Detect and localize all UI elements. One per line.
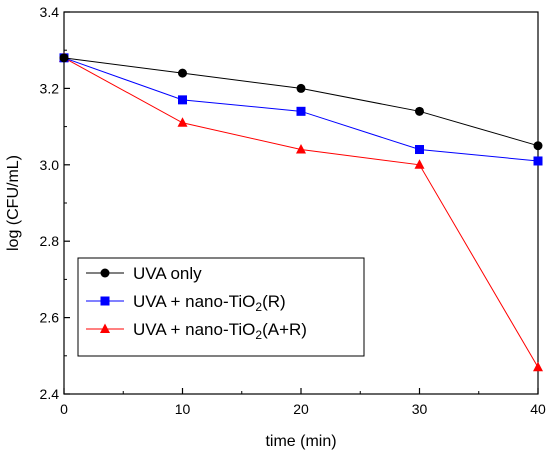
legend-item: UVA + nano-TiO2(R) — [86, 292, 286, 314]
legend-marker — [100, 268, 110, 278]
legend-item: UVA only — [86, 264, 202, 283]
data-point — [533, 361, 543, 372]
x-tick-label: 20 — [293, 401, 309, 417]
legend-text-part: UVA only — [133, 264, 202, 283]
data-point — [178, 68, 187, 78]
series-line — [63, 57, 539, 147]
data-point — [415, 145, 424, 155]
y-tick-label: 3.0 — [40, 157, 60, 173]
legend-marker — [100, 296, 110, 306]
legend-item: UVA + nano-TiO2(A+R) — [86, 320, 307, 342]
data-point — [533, 156, 543, 166]
data-point — [415, 106, 424, 116]
series-layer — [59, 52, 543, 372]
x-tick-label: 40 — [530, 401, 546, 417]
x-tick-label: 30 — [412, 401, 428, 417]
x-tick-label: 0 — [60, 401, 68, 417]
data-point — [59, 53, 69, 63]
data-point — [296, 83, 306, 93]
axes: 0 10 20 30 40 2.4 2.6 2.8 3.0 3.2 3.4 — [40, 4, 546, 417]
series-circle — [59, 53, 543, 151]
data-point — [178, 95, 187, 105]
legend-label: UVA + nano-TiO2(A+R) — [133, 320, 307, 342]
legend-text-part: UVA + nano-TiO — [133, 292, 255, 311]
y-tick-label: 2.4 — [40, 386, 60, 402]
x-tick-label: 10 — [175, 401, 191, 417]
legend-subscript: 2 — [255, 300, 262, 314]
y-tick-label: 2.8 — [40, 233, 60, 249]
x-axis-label: time (min) — [265, 433, 336, 450]
legend-text-part: UVA + nano-TiO — [133, 320, 255, 339]
legend-subscript: 2 — [255, 328, 262, 342]
legend-text-part: (A+R) — [262, 320, 307, 339]
data-point — [296, 106, 306, 116]
legend-text-part: (R) — [262, 292, 286, 311]
legend-label: UVA + nano-TiO2(R) — [133, 292, 286, 314]
data-point — [414, 159, 425, 169]
y-axis-label: log (CFU/mL) — [5, 155, 22, 251]
legend-label: UVA only — [133, 264, 202, 283]
data-point — [177, 117, 188, 127]
y-tick-label: 3.2 — [40, 80, 60, 96]
y-tick-label: 2.6 — [40, 310, 60, 326]
y-tick-label: 3.4 — [40, 4, 60, 20]
legend-box — [77, 257, 365, 357]
legend-marker — [100, 323, 110, 333]
data-point — [533, 141, 543, 151]
data-point — [296, 144, 306, 154]
